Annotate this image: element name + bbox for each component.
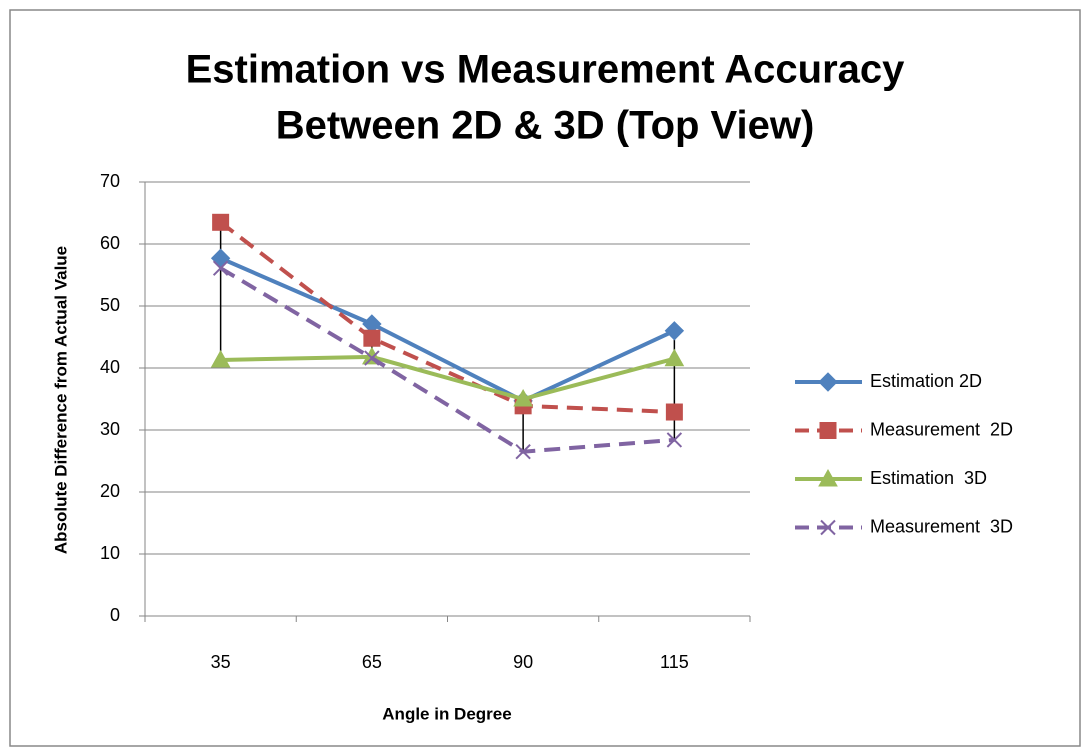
x-tick-label: 115 [660, 652, 689, 672]
series-line [219, 220, 675, 415]
x-axis-title: Angle in Degree [382, 704, 511, 723]
marker [820, 519, 836, 536]
series-line [219, 266, 675, 454]
y-tick-label: 30 [100, 419, 120, 439]
x-tick-label: 65 [362, 652, 382, 672]
y-tick-label: 40 [100, 357, 120, 377]
y-tick-label: 0 [110, 605, 120, 625]
marker [664, 321, 685, 341]
y-axis-title: Absolute Difference from Actual Value [51, 246, 70, 554]
series-line [219, 256, 676, 404]
chart-title: Estimation vs Measurement Accuracy [186, 48, 906, 92]
x-tick-label: 35 [211, 652, 231, 672]
chart-frame [9, 9, 1081, 747]
series-line [220, 354, 675, 402]
marker [664, 348, 685, 367]
marker [210, 349, 231, 368]
legend-label: Estimation 2D [870, 371, 982, 391]
marker [515, 443, 531, 460]
marker [364, 350, 380, 366]
y-tick-label: 50 [100, 295, 120, 315]
chart-title: Between 2D & 3D (Top View) [276, 104, 815, 148]
marker [818, 372, 838, 392]
marker [818, 468, 838, 487]
marker [363, 329, 381, 347]
legend-label: Measurement 3D [870, 516, 1013, 536]
marker [819, 422, 837, 439]
marker [666, 432, 683, 448]
marker [212, 260, 229, 276]
legend-label: Measurement 2D [870, 419, 1013, 439]
y-tick-label: 60 [100, 233, 120, 253]
marker [665, 403, 683, 421]
y-tick-label: 10 [100, 543, 120, 563]
marker [212, 213, 230, 231]
y-tick-label: 20 [100, 481, 120, 501]
x-tick-label: 90 [513, 652, 533, 672]
legend-label: Estimation 3D [870, 468, 987, 488]
marker [513, 388, 533, 407]
y-tick-label: 70 [100, 171, 120, 191]
